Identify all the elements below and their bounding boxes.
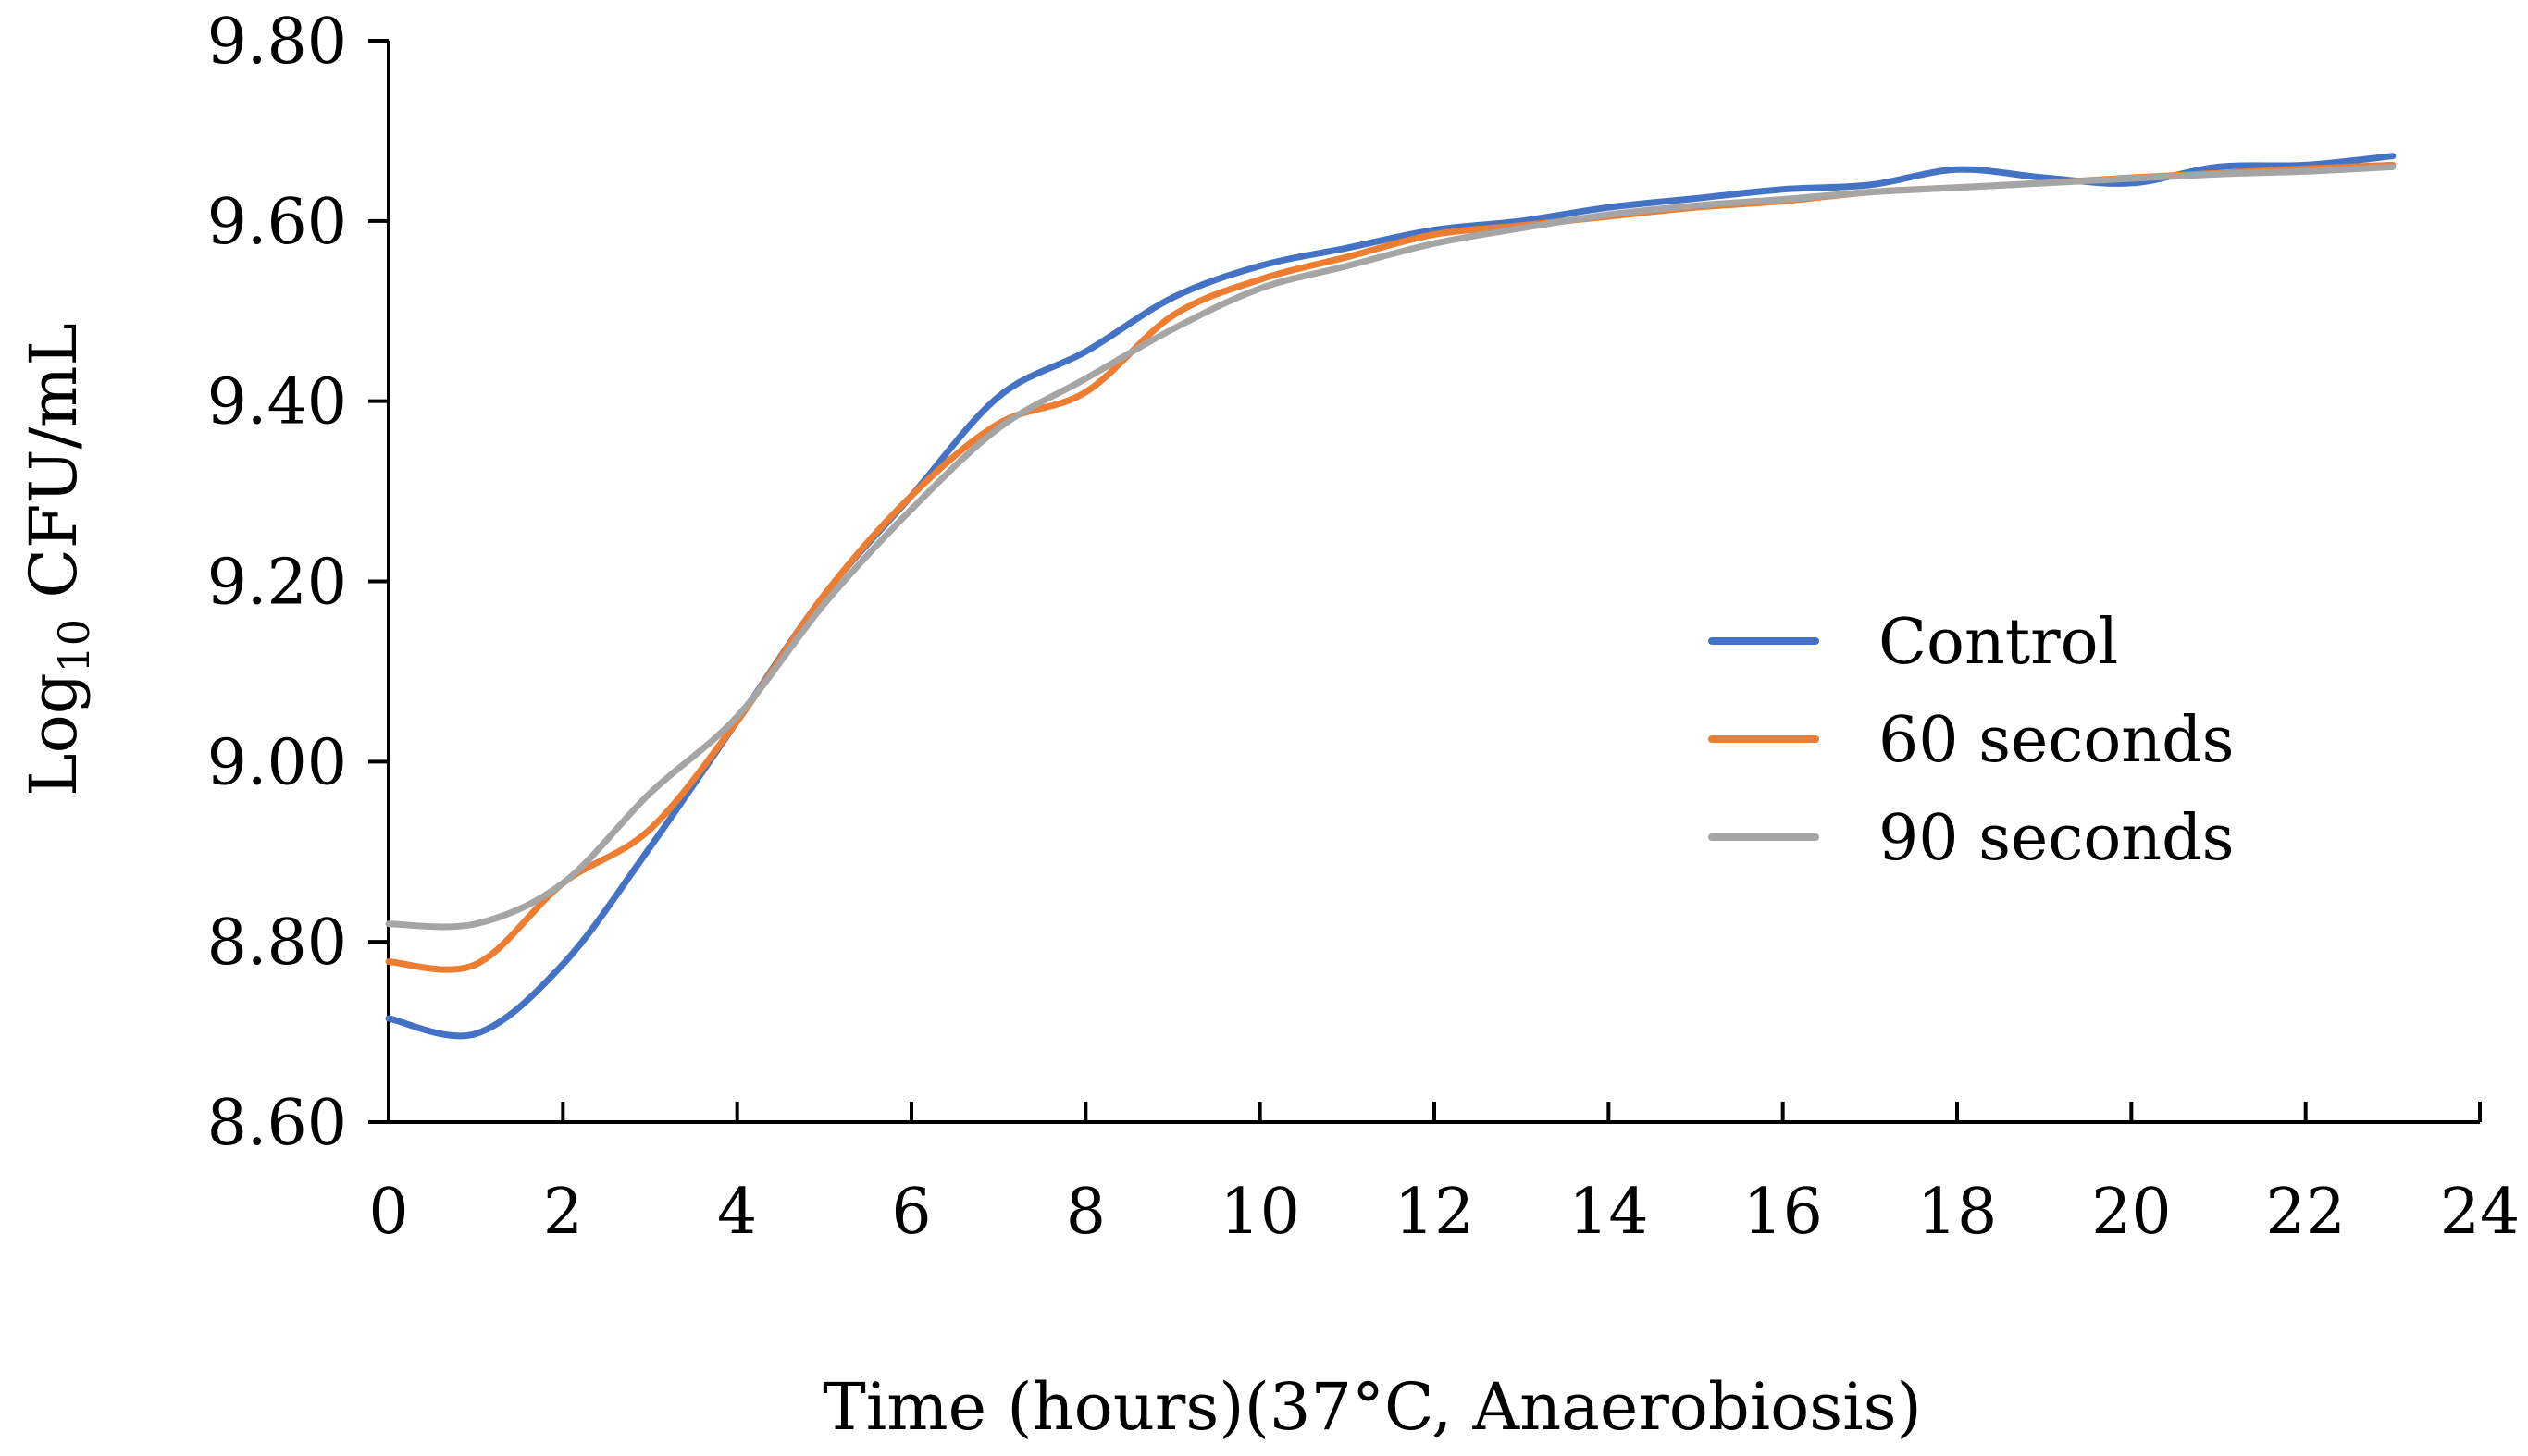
- y-axis-title: Log10 CFU/mL: [16, 323, 99, 796]
- x-tick-label: 20: [2091, 1176, 2172, 1249]
- legend: Control 60 seconds 90 seconds: [1708, 606, 2235, 875]
- x-tick-label: 24: [2440, 1176, 2521, 1249]
- y-tick-label: 9.60: [207, 186, 347, 259]
- x-tick-label: 12: [1394, 1176, 1475, 1249]
- series-lines: [385, 153, 2397, 1040]
- x-tick-label: 14: [1568, 1176, 1649, 1249]
- y-tick-label: 9.20: [207, 547, 347, 620]
- y-axis-title-subscript: 10: [49, 619, 99, 673]
- y-tick-label: 9.40: [207, 366, 347, 439]
- y-axis-title-main: Log: [16, 672, 92, 796]
- legend-label-90-seconds: 90 seconds: [1878, 802, 2235, 875]
- legend-label-60-seconds: 60 seconds: [1878, 704, 2235, 777]
- x-tick-label: 6: [891, 1176, 931, 1249]
- x-tick-label: 0: [368, 1176, 408, 1249]
- y-tick-label: 9.80: [207, 6, 347, 79]
- x-tick-label: 16: [1742, 1176, 1823, 1249]
- y-axis-title-unit: CFU/mL: [16, 323, 92, 619]
- tick-labels: 8.608.809.009.209.409.609.800 2 4 6 8 10 12 14 1…: [207, 6, 2521, 1249]
- series-line-control: [385, 153, 2397, 1040]
- x-tick-label: 4: [717, 1176, 757, 1249]
- svg-text:Log10 CFU/mL: Log10 CFU/mL: [16, 323, 99, 796]
- y-tick-label: 8.60: [207, 1087, 347, 1160]
- x-tick-label: 22: [2265, 1176, 2346, 1249]
- series-line-90-seconds: [385, 163, 2397, 931]
- axes: [368, 39, 2482, 1124]
- y-tick-label: 9.00: [207, 726, 347, 799]
- x-tick-label: 8: [1066, 1176, 1106, 1249]
- legend-label-control: Control: [1878, 606, 2118, 679]
- x-axis-title: Time (hours)(37°C, Anaerobiosis): [823, 1369, 1922, 1445]
- x-tick-label: 10: [1220, 1176, 1300, 1249]
- x-tick-label: 18: [1917, 1176, 1998, 1249]
- x-tick-label: 2: [543, 1176, 583, 1249]
- y-tick-label: 8.80: [207, 907, 347, 980]
